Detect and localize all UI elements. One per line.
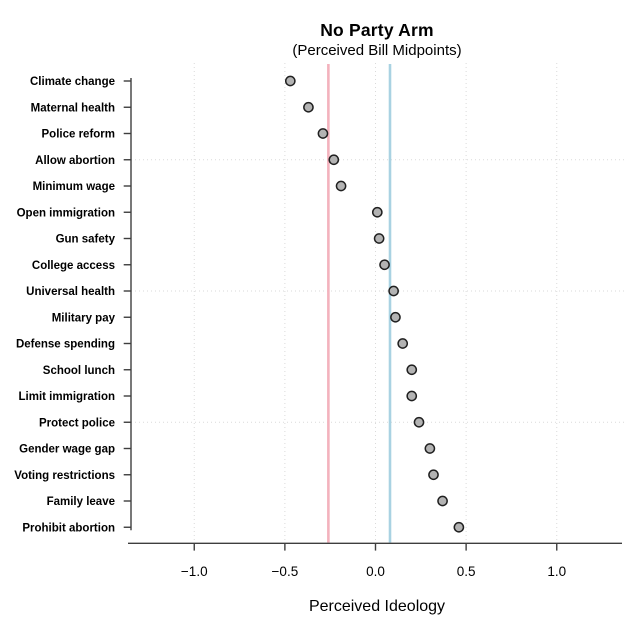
data-point (424, 443, 436, 454)
category-label: Limit immigration (19, 391, 115, 403)
data-point (335, 180, 347, 192)
category-label: Defense spending (16, 339, 115, 351)
data-point (437, 495, 448, 507)
x-tick-label: −1.0 (181, 564, 208, 579)
data-point (388, 285, 399, 297)
data-point (303, 101, 314, 113)
category-label: Family leave (47, 496, 115, 508)
category-label: Climate change (30, 76, 115, 88)
category-label: Protect police (39, 417, 115, 429)
data-point (390, 311, 401, 323)
data-point (406, 390, 418, 402)
data-point (284, 75, 296, 87)
category-label: Police reform (42, 129, 116, 141)
category-label: Maternal health (31, 102, 115, 114)
category-label: Prohibit abortion (22, 522, 115, 534)
category-label: Allow abortion (35, 155, 115, 167)
chart-title: No Party Arm (320, 20, 434, 40)
category-label: Voting restrictions (14, 470, 115, 482)
data-point (406, 364, 418, 376)
data-point (371, 206, 383, 218)
data-point (328, 154, 340, 166)
data-point (428, 469, 439, 481)
category-label: Military pay (52, 312, 116, 324)
x-tick-label: 0.5 (457, 564, 476, 579)
data-point (397, 338, 409, 349)
category-label: Open immigration (17, 207, 115, 219)
data-point (379, 259, 390, 271)
x-tick-label: −0.5 (272, 564, 299, 579)
x-axis-label: Perceived Ideology (308, 598, 446, 615)
data-point (413, 416, 425, 428)
category-label: Gun safety (56, 234, 116, 246)
x-tick-label: 1.0 (547, 564, 566, 579)
category-label: College access (32, 260, 115, 272)
data-point (317, 128, 329, 139)
category-label: Minimum wage (33, 181, 115, 193)
category-label: Universal health (26, 286, 115, 298)
x-tick-label: 0.0 (366, 564, 385, 579)
data-point (373, 233, 385, 244)
category-label: School lunch (43, 365, 115, 377)
data-point (453, 521, 465, 533)
category-label: Gender wage gap (19, 444, 115, 456)
chart-subtitle: (Perceived Bill Midpoints) (292, 42, 462, 59)
